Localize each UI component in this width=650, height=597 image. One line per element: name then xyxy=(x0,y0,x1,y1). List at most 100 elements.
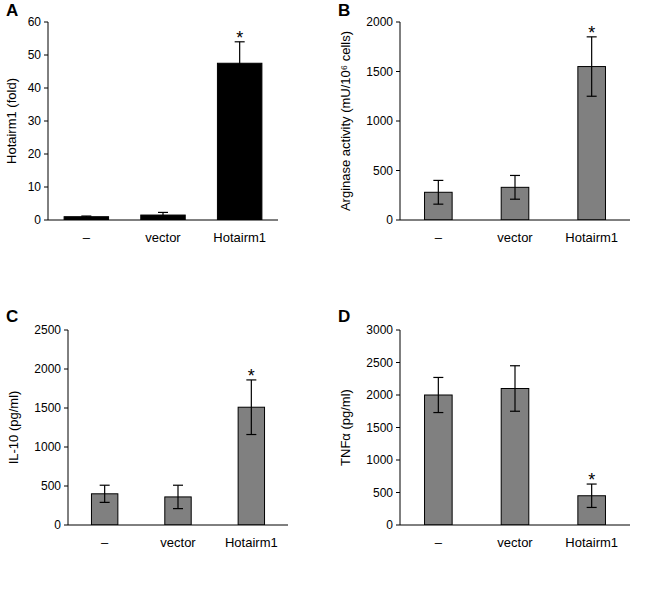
bar xyxy=(425,395,453,525)
significance-mark: * xyxy=(588,23,595,43)
bar xyxy=(217,63,261,220)
y-tick xyxy=(396,362,400,363)
y-tick xyxy=(396,170,400,171)
error-bar xyxy=(173,485,183,508)
bars xyxy=(91,380,264,525)
y-tick-label: 1000 xyxy=(34,440,61,454)
error-cap xyxy=(587,507,597,508)
y-tick xyxy=(396,525,400,526)
x-tick-label: – xyxy=(83,230,91,245)
y-tick-label: 500 xyxy=(41,479,61,493)
error-cap xyxy=(587,96,597,97)
error-cap xyxy=(100,485,110,486)
y-tick xyxy=(64,525,68,526)
y-tick-label: 40 xyxy=(28,81,42,95)
error-cap xyxy=(510,199,520,200)
y-tick-label: 1000 xyxy=(366,453,393,467)
y-tick-label: 1500 xyxy=(366,65,393,79)
error-cap xyxy=(158,217,168,218)
x-tick-label: – xyxy=(435,230,443,245)
error-bar xyxy=(433,180,443,204)
y-tick-label: 2500 xyxy=(34,323,61,337)
y-tick xyxy=(64,330,68,331)
error-line xyxy=(514,175,515,199)
panel-letter: B xyxy=(338,1,350,20)
y-tick xyxy=(44,220,48,221)
error-line xyxy=(104,485,105,502)
error-bar xyxy=(510,175,520,199)
error-cap xyxy=(100,502,110,503)
y-tick xyxy=(396,492,400,493)
significance-mark: * xyxy=(248,366,255,386)
error-line xyxy=(239,42,240,85)
x-tick-label: Hotairm1 xyxy=(565,230,618,245)
figure: AHotairm1 (fold)0102030405060–vectorHota… xyxy=(0,0,650,597)
y-tick xyxy=(396,220,400,221)
y-tick xyxy=(44,187,48,188)
bars xyxy=(425,37,606,220)
error-bar xyxy=(100,485,110,502)
y-axis-label: Arginase activity (mU/10⁶ cells) xyxy=(338,31,353,211)
y-tick-label: 0 xyxy=(386,213,393,227)
y-tick-label: 20 xyxy=(28,147,42,161)
error-bar xyxy=(587,37,597,96)
error-line xyxy=(438,180,439,204)
y-tick-label: 1500 xyxy=(366,421,393,435)
error-line xyxy=(591,37,592,96)
error-bar xyxy=(158,212,168,217)
x-axis xyxy=(400,220,630,221)
y-tick xyxy=(396,22,400,23)
y-tick-label: 0 xyxy=(386,518,393,532)
x-tick-label: Hotairm1 xyxy=(565,535,618,550)
y-tick xyxy=(64,447,68,448)
x-tick-label: Hotairm1 xyxy=(225,535,278,550)
significance-mark: * xyxy=(236,28,243,48)
error-cap xyxy=(246,434,256,435)
x-axis xyxy=(400,525,630,526)
x-tick-label: vector xyxy=(497,230,533,245)
y-tick-label: 10 xyxy=(28,180,42,194)
y-tick-label: 2000 xyxy=(366,388,393,402)
y-tick xyxy=(64,369,68,370)
x-axis xyxy=(68,525,288,526)
x-tick-label: – xyxy=(435,535,443,550)
y-tick xyxy=(64,408,68,409)
error-cap xyxy=(510,411,520,412)
error-cap xyxy=(235,84,245,85)
y-tick-label: 500 xyxy=(373,486,393,500)
panel-letter: C xyxy=(6,307,18,326)
x-tick-label: vector xyxy=(497,535,533,550)
error-bar xyxy=(81,216,91,217)
x-tick-label: – xyxy=(101,535,109,550)
error-cap xyxy=(510,175,520,176)
significance-mark: * xyxy=(588,470,595,490)
error-cap xyxy=(81,217,91,218)
y-axis-label: Hotairm1 (fold) xyxy=(4,78,19,164)
bars xyxy=(425,366,606,525)
error-cap xyxy=(433,412,443,413)
panel: DTNFα (pg/ml)050010001500200025003000–ve… xyxy=(338,307,630,550)
y-tick-label: 1500 xyxy=(34,401,61,415)
y-tick-label: 60 xyxy=(28,15,42,29)
error-bar xyxy=(235,42,245,85)
y-tick xyxy=(64,486,68,487)
panel-letter: A xyxy=(6,1,18,20)
y-tick xyxy=(396,121,400,122)
panel: BArginase activity (mU/10⁶ cells)0500100… xyxy=(338,1,630,245)
error-bar xyxy=(433,377,443,412)
error-cap xyxy=(173,508,183,509)
panel-letter: D xyxy=(338,307,350,326)
y-tick-label: 2000 xyxy=(366,15,393,29)
error-cap xyxy=(433,377,443,378)
error-cap xyxy=(433,180,443,181)
y-axis-label: TNFα (pg/ml) xyxy=(338,389,353,466)
y-tick-label: 30 xyxy=(28,114,42,128)
x-tick-label: vector xyxy=(160,535,196,550)
y-tick xyxy=(44,22,48,23)
x-axis xyxy=(48,220,278,221)
y-tick xyxy=(44,88,48,89)
y-tick xyxy=(396,460,400,461)
panel: AHotairm1 (fold)0102030405060–vectorHota… xyxy=(4,1,278,245)
error-cap xyxy=(173,485,183,486)
x-tick-label: vector xyxy=(145,230,181,245)
